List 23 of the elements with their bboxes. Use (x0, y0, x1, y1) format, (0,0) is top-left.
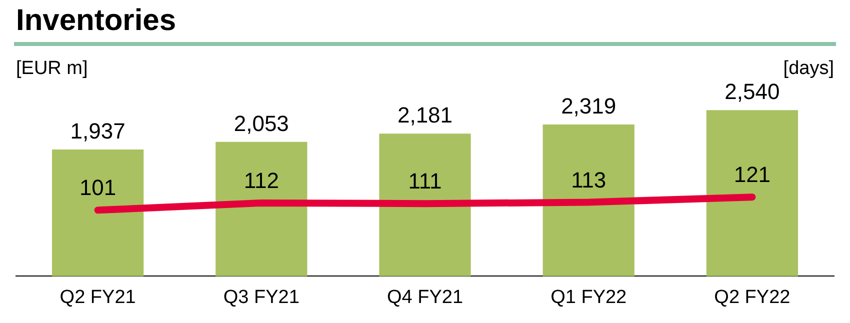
bar (379, 134, 471, 276)
data-label: 113 (571, 167, 606, 192)
x-tick-label: Q2 FY22 (714, 286, 790, 308)
bar (706, 110, 798, 276)
x-tick-label: Q1 FY22 (550, 286, 627, 308)
data-label: 101 (79, 175, 116, 200)
data-label: 1,937 (70, 118, 126, 144)
data-label: 111 (408, 168, 442, 194)
bar (216, 142, 308, 276)
data-label: 2,181 (397, 102, 453, 128)
data-label: 2,540 (724, 79, 780, 104)
x-tick-label: Q2 FY21 (60, 286, 136, 308)
data-label: 2,319 (561, 94, 616, 119)
x-tick-label: Q4 FY21 (386, 286, 464, 308)
bar (542, 124, 634, 276)
x-tick-label: Q3 FY21 (223, 286, 300, 308)
y2-axis-title: [days] (783, 58, 834, 80)
data-label: 121 (734, 162, 771, 188)
chart-title: Inventories (16, 4, 176, 38)
y-axis-title: [EUR m] (16, 58, 88, 80)
data-label: 112 (244, 168, 279, 194)
data-label: 2,053 (234, 110, 289, 136)
bar (52, 150, 144, 276)
